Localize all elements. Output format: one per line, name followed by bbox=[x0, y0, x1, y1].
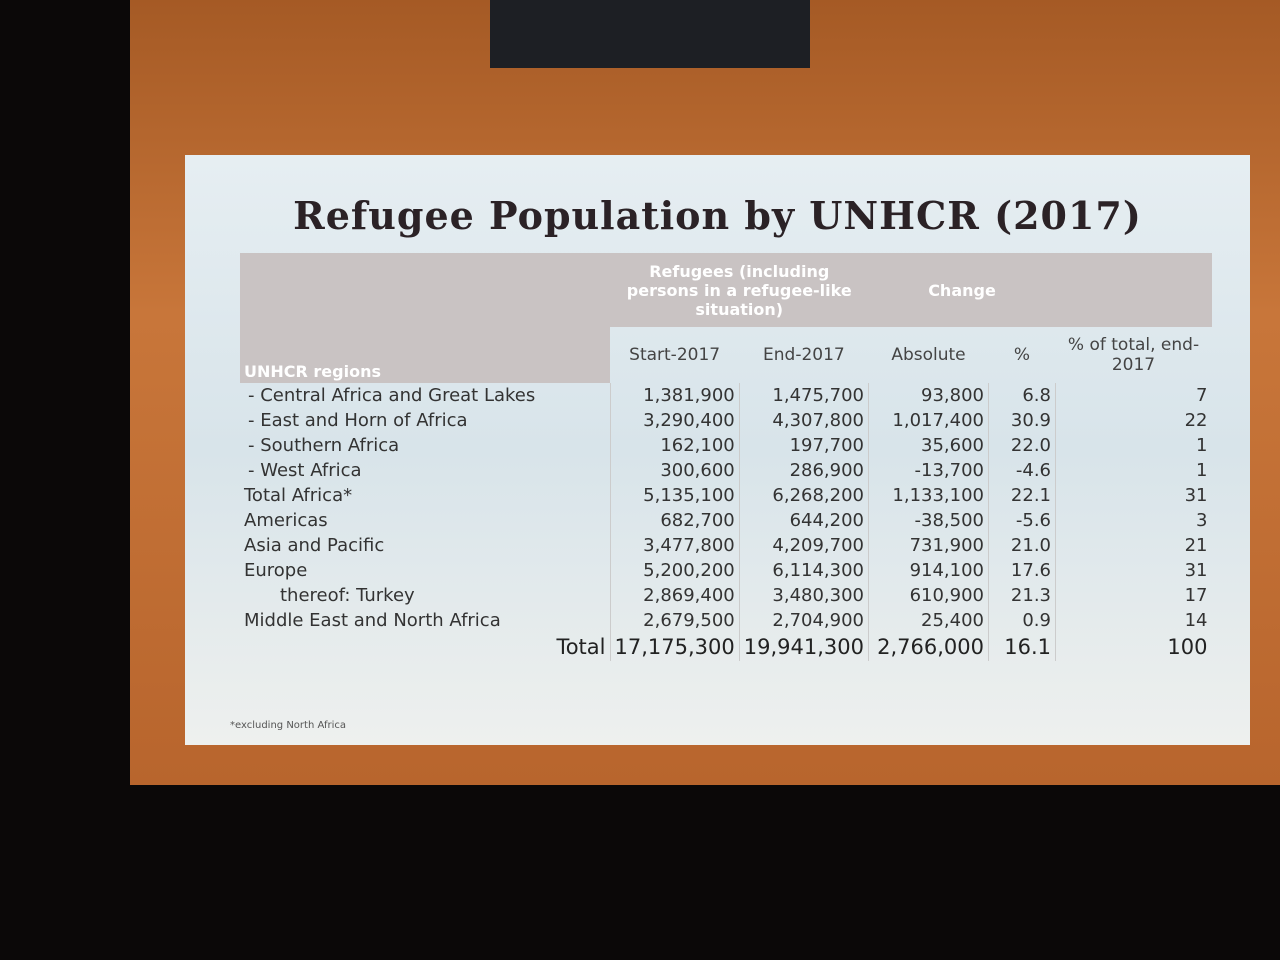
table-row: - West Africa 300,600 286,900 -13,700 -4.6 1 bbox=[240, 458, 1212, 483]
table-cell: 35,600 bbox=[868, 433, 989, 458]
table-cell: 6.8 bbox=[988, 383, 1056, 408]
table-cell: 1,381,900 bbox=[609, 383, 740, 408]
slide-title: Refugee Population by UNHCR (2017) bbox=[293, 193, 1142, 238]
table-cell: 197,700 bbox=[738, 433, 869, 458]
table-row: Europe 5,200,200 6,114,300 914,100 17.6 31 bbox=[240, 558, 1212, 583]
group-header: Change bbox=[868, 253, 1056, 327]
table-row: - Southern Africa 162,100 197,700 35,600 22.… bbox=[240, 433, 1212, 458]
table-cell: -13,700 bbox=[868, 458, 989, 483]
row-label: Asia and Pacific bbox=[244, 535, 385, 556]
table-row: Middle East and North Africa 2,679,500 2,7… bbox=[240, 608, 1212, 633]
table-cell: 17 bbox=[1055, 583, 1212, 608]
table-row: - East and Horn of Africa 3,290,400 4,307,… bbox=[240, 408, 1212, 433]
table-cell: 286,900 bbox=[738, 458, 869, 483]
table-cell: 5,200,200 bbox=[609, 558, 740, 583]
row-label: Total Africa* bbox=[244, 485, 353, 506]
table-cell: 3,290,400 bbox=[609, 408, 740, 433]
table-cell: 16.1 bbox=[988, 633, 1056, 661]
table-cell: 1,017,400 bbox=[868, 408, 989, 433]
row-label: Americas bbox=[244, 510, 328, 531]
table-cell: -5.6 bbox=[988, 508, 1056, 533]
table-cell: 1,133,100 bbox=[868, 483, 989, 508]
header-cell bbox=[240, 253, 610, 327]
table-cell: 93,800 bbox=[868, 383, 989, 408]
table-cell: 6,268,200 bbox=[738, 483, 869, 508]
row-label: Total bbox=[556, 635, 606, 659]
table-cell: 14 bbox=[1055, 608, 1212, 633]
table-cell: -4.6 bbox=[988, 458, 1056, 483]
table-cell: 31 bbox=[1055, 558, 1212, 583]
table-cell: 21.0 bbox=[988, 533, 1056, 558]
table-cell: 2,869,400 bbox=[609, 583, 740, 608]
table-cell: 4,209,700 bbox=[738, 533, 869, 558]
table-row: Asia and Pacific 3,477,800 4,209,700 731,90… bbox=[240, 533, 1212, 558]
footnote: *excluding North Africa bbox=[230, 720, 346, 731]
column-header: % bbox=[1013, 345, 1031, 365]
column-header: Start-2017 bbox=[629, 345, 721, 365]
table-row: Americas 682,700 644,200 -38,500 -5.6 3 bbox=[240, 508, 1212, 533]
table-cell: 6,114,300 bbox=[738, 558, 869, 583]
table-cell: 2,704,900 bbox=[738, 608, 869, 633]
row-label: Middle East and North Africa bbox=[244, 610, 501, 631]
table-cell: 610,900 bbox=[868, 583, 989, 608]
table-cell: 7 bbox=[1055, 383, 1212, 408]
table-cell: 1,475,700 bbox=[738, 383, 869, 408]
table-cell: 5,135,100 bbox=[609, 483, 740, 508]
row-label: - Southern Africa bbox=[248, 435, 400, 456]
table-cell: 22 bbox=[1055, 408, 1212, 433]
row-header: UNHCR regions bbox=[240, 327, 610, 383]
table-row: thereof: Turkey 2,869,400 3,480,300 610,900… bbox=[240, 583, 1212, 608]
table-cell: 914,100 bbox=[868, 558, 989, 583]
table-cell: 22.1 bbox=[988, 483, 1056, 508]
table-cell: 3,477,800 bbox=[609, 533, 740, 558]
table-cell: 1 bbox=[1055, 458, 1212, 483]
table-cell: 21 bbox=[1055, 533, 1212, 558]
table-row: Total Africa* 5,135,100 6,268,200 1,133,100… bbox=[240, 483, 1212, 508]
table-cell: 3,480,300 bbox=[738, 583, 869, 608]
header-cell bbox=[1055, 253, 1212, 327]
table-cell: 731,900 bbox=[868, 533, 989, 558]
table-cell: 0.9 bbox=[988, 608, 1056, 633]
table-cell: 31 bbox=[1055, 483, 1212, 508]
table-cell: 1 bbox=[1055, 433, 1212, 458]
table-cell: 22.0 bbox=[988, 433, 1056, 458]
table-row: - Central Africa and Great Lakes 1,381,90… bbox=[240, 383, 1212, 408]
row-label: - West Africa bbox=[248, 460, 362, 481]
table-cell: 2,679,500 bbox=[609, 608, 740, 633]
slide: Refugee Population by UNHCR (2017) Refug… bbox=[185, 155, 1250, 745]
group-header: Refugees (including persons in a refugee… bbox=[610, 253, 869, 327]
row-label: - Central Africa and Great Lakes bbox=[248, 385, 536, 406]
table-cell: 682,700 bbox=[609, 508, 740, 533]
column-header: End-2017 bbox=[763, 345, 845, 365]
table-cell: 17,175,300 bbox=[609, 633, 740, 661]
table-cell: 2,766,000 bbox=[868, 633, 989, 661]
table-cell: 100 bbox=[1055, 633, 1212, 661]
table-cell: 17.6 bbox=[988, 558, 1056, 583]
refugee-table: Refugees (including persons in a refugee… bbox=[240, 253, 1212, 661]
table-cell: 3 bbox=[1055, 508, 1212, 533]
table-cell: 4,307,800 bbox=[738, 408, 869, 433]
row-label: Europe bbox=[244, 560, 308, 581]
table-cell: 19,941,300 bbox=[738, 633, 869, 661]
table-row: Total 17,175,300 19,941,300 2,766,000 16.1 10… bbox=[240, 633, 1212, 661]
table-cell: -38,500 bbox=[868, 508, 989, 533]
column-header: Absolute bbox=[891, 345, 966, 365]
table-cell: 21.3 bbox=[988, 583, 1056, 608]
row-label: - East and Horn of Africa bbox=[248, 410, 468, 431]
row-label: thereof: Turkey bbox=[280, 585, 415, 606]
table-cell: 644,200 bbox=[738, 508, 869, 533]
column-header: % of total, end-2017 bbox=[1067, 335, 1200, 375]
table-cell: 25,400 bbox=[868, 608, 989, 633]
table-cell: 162,100 bbox=[609, 433, 740, 458]
table-cell: 300,600 bbox=[609, 458, 740, 483]
table-cell: 30.9 bbox=[988, 408, 1056, 433]
projector bbox=[490, 0, 810, 68]
